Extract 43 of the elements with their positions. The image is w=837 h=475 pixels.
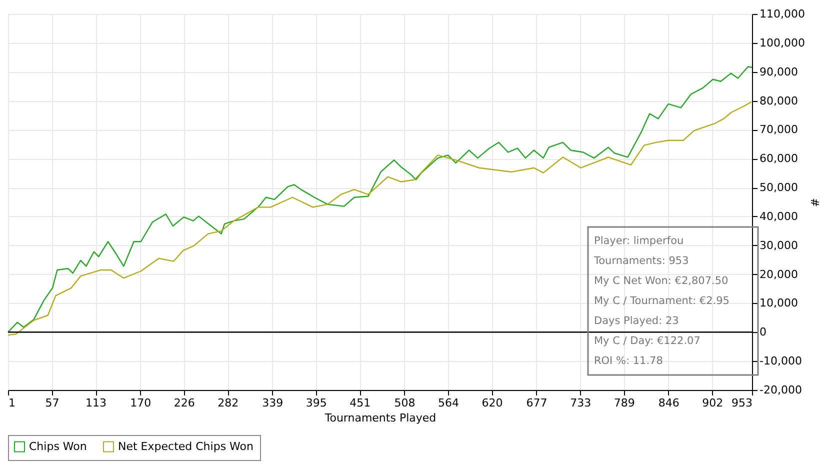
y-tick-label: 90,000 xyxy=(760,65,798,78)
y-tick-label: 100,000 xyxy=(760,36,805,50)
x-tick-label: 170 xyxy=(130,396,152,410)
x-tick-label: 677 xyxy=(526,396,548,410)
y-axis-title: # xyxy=(808,198,821,208)
y-tick-label: 80,000 xyxy=(760,94,798,108)
y-tick-label: 60,000 xyxy=(760,152,798,166)
annotation: My C Net Won: €2,807.50 xyxy=(594,275,728,287)
legend-label: Net Expected Chips Won xyxy=(118,440,254,453)
annotation: Days Played: 23 xyxy=(594,315,679,327)
x-tick-label: 57 xyxy=(45,396,60,410)
x-tick-label: 451 xyxy=(350,396,371,410)
x-tick-label: 953 xyxy=(732,396,752,410)
annotation: ROI %: 11.78 xyxy=(594,355,663,367)
y-tick-label: -20,000 xyxy=(760,384,802,396)
x-axis-title: Tournaments Played xyxy=(324,412,436,424)
annotation: Player: limperfou xyxy=(594,235,684,247)
y-tick-label: 10,000 xyxy=(760,296,798,310)
y-tick-label: 30,000 xyxy=(760,238,798,252)
x-tick-label: 508 xyxy=(394,396,416,410)
y-tick-label: 20,000 xyxy=(760,268,798,281)
y-tick-label: 110,000 xyxy=(760,8,805,20)
x-tick-label: 339 xyxy=(262,396,284,410)
y-tick-label: 0 xyxy=(760,326,766,339)
x-tick-label: 1 xyxy=(8,396,16,410)
legend-label: Chips Won xyxy=(29,440,87,453)
annotation: Tournaments: 953 xyxy=(593,255,689,267)
x-tick-label: 902 xyxy=(702,396,724,410)
x-tick-label: 282 xyxy=(218,396,239,410)
x-tick-label: 113 xyxy=(86,396,107,410)
x-tick-label: 564 xyxy=(438,396,459,410)
y-tick-label: 40,000 xyxy=(760,210,798,223)
x-tick-label: 226 xyxy=(174,396,195,410)
x-tick-label: 733 xyxy=(570,396,592,410)
y-tick-label: -10,000 xyxy=(760,354,802,368)
x-tick-label: 395 xyxy=(306,396,327,410)
x-tick-label: 620 xyxy=(482,396,503,410)
annotation: My C / Day: €122.07 xyxy=(594,335,700,347)
x-tick-label: 846 xyxy=(658,396,680,410)
y-tick-label: 50,000 xyxy=(760,181,798,194)
y-tick-label: 70,000 xyxy=(760,123,798,136)
annotation: My C / Tournament: €2.95 xyxy=(594,295,730,307)
x-tick-label: 789 xyxy=(614,396,635,410)
